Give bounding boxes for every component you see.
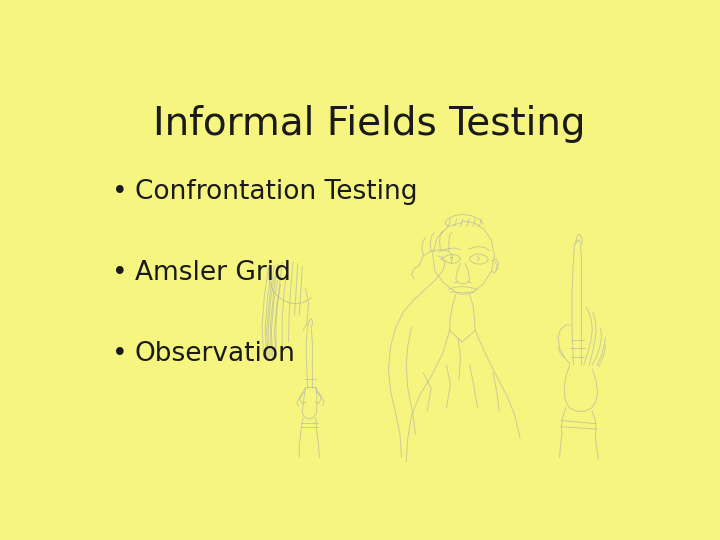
Text: Informal Fields Testing: Informal Fields Testing — [153, 105, 585, 143]
Text: •: • — [112, 260, 127, 286]
Text: •: • — [112, 179, 127, 205]
Text: Observation: Observation — [135, 341, 296, 367]
Text: •: • — [112, 341, 127, 367]
Text: Confrontation Testing: Confrontation Testing — [135, 179, 418, 205]
Text: Amsler Grid: Amsler Grid — [135, 260, 291, 286]
